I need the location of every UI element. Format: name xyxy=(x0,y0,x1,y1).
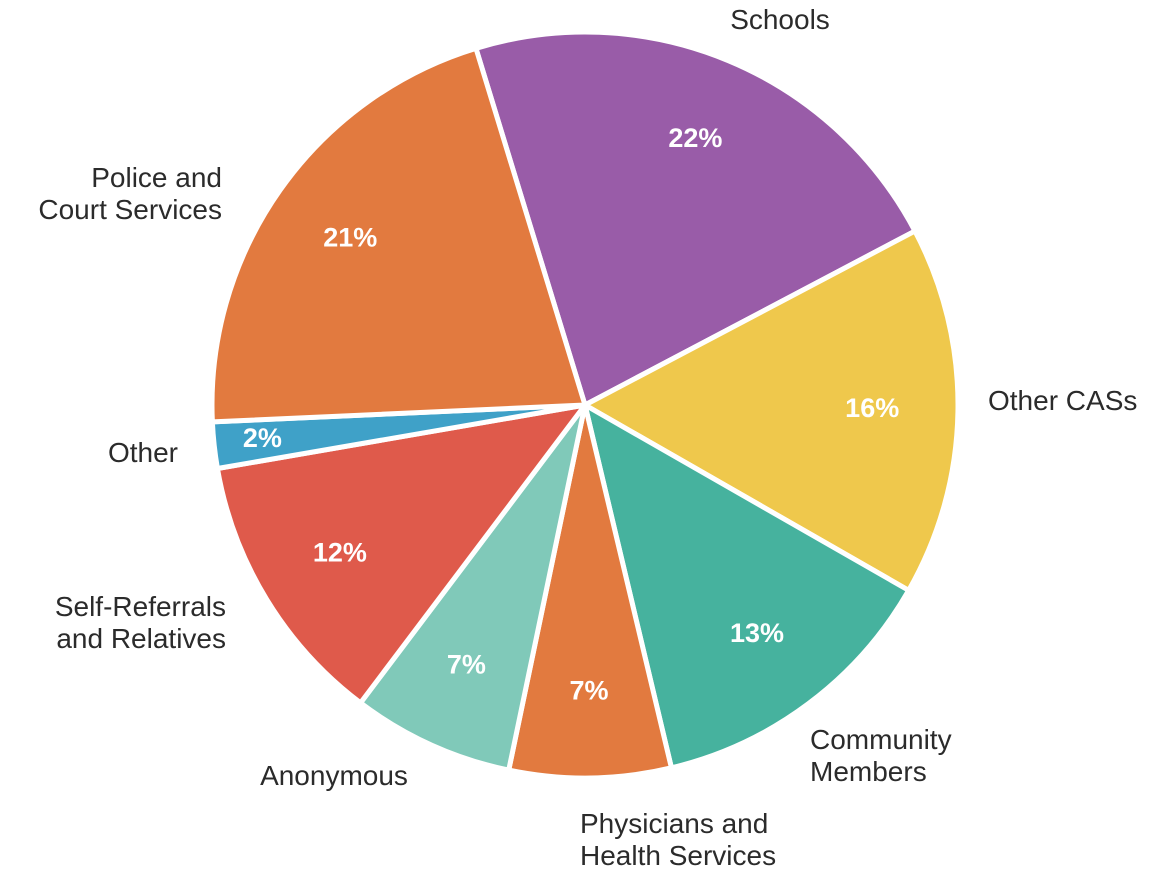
slice-category-label: Schools xyxy=(730,4,830,35)
slice-percentage-label: 7% xyxy=(447,650,486,680)
slice-category-label: Self-Referrals and Relatives xyxy=(55,591,226,654)
slice-percentage-label: 7% xyxy=(569,675,608,705)
percentage-labels: 22% 16% 13% 7% 7% 12% 2% 21% xyxy=(243,123,899,705)
slice-percentage-label: 12% xyxy=(313,538,367,568)
slice-percentage-label: 21% xyxy=(323,223,377,253)
slice-category-label: Other xyxy=(108,437,178,468)
slice-category-label: Community Members xyxy=(810,724,952,787)
pie-slice xyxy=(582,228,961,593)
slice-category-label-line: Police and xyxy=(91,162,222,193)
slice-category-label-line: Court Services xyxy=(38,194,222,225)
slice-category-label-line: Schools xyxy=(730,4,830,35)
slice-category-label: Physicians and Health Services xyxy=(580,808,776,871)
pie-slice xyxy=(582,402,912,771)
slice-category-label-line: Community xyxy=(810,724,952,755)
pie-slice xyxy=(358,402,588,773)
pie-slice xyxy=(506,402,674,781)
slice-category-label-line: Physicians and xyxy=(580,808,768,839)
slice-category-label: Anonymous xyxy=(260,760,408,791)
slice-category-label-line: Anonymous xyxy=(260,760,408,791)
slice-category-label-line: Other xyxy=(108,437,178,468)
pie-slice xyxy=(214,402,588,706)
pie-slice xyxy=(473,29,918,408)
pie-slice xyxy=(209,45,588,425)
slice-percentage-label: 2% xyxy=(243,423,282,453)
category-labels: Schools Other CASs Community Members Physici… xyxy=(38,4,1137,871)
slice-percentage-label: 13% xyxy=(730,618,784,648)
slice-category-label: Other CASs xyxy=(988,385,1137,416)
slice-category-label: Police and Court Services xyxy=(38,162,222,225)
slice-category-label-line: Health Services xyxy=(580,840,776,871)
slice-percentage-label: 22% xyxy=(668,123,722,153)
slice-category-label-line: Self-Referrals xyxy=(55,591,226,622)
slice-category-label-line: Members xyxy=(810,756,927,787)
slice-percentage-label: 16% xyxy=(845,393,899,423)
slice-category-label-line: Other CASs xyxy=(988,385,1137,416)
slice-category-label-line: and Relatives xyxy=(56,623,226,654)
pie-slices xyxy=(209,29,961,781)
